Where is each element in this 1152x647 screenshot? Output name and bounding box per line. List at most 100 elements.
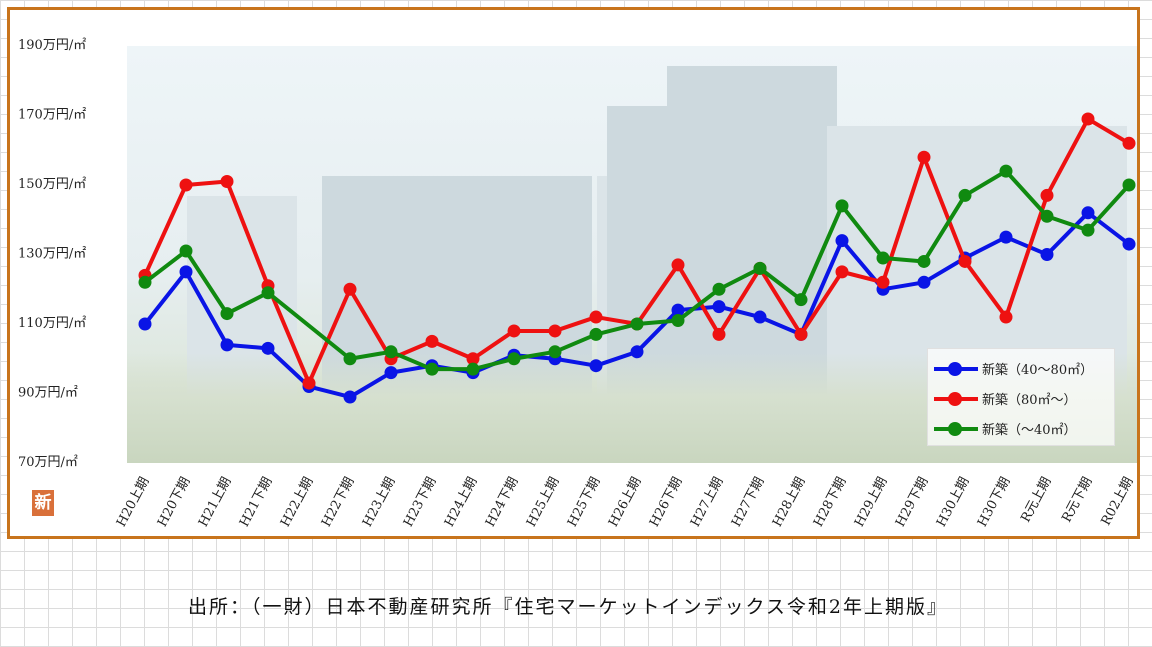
data-point bbox=[220, 307, 234, 321]
data-point bbox=[794, 327, 808, 341]
data-point bbox=[917, 254, 931, 268]
data-point bbox=[1122, 237, 1136, 251]
legend-marker bbox=[948, 392, 962, 406]
x-tick-label: R元上期 bbox=[1018, 475, 1054, 525]
legend-label: 新築（80㎡～） bbox=[982, 393, 1077, 408]
x-tick-label: H28下期 bbox=[811, 475, 850, 530]
data-point bbox=[794, 293, 808, 307]
data-point bbox=[1081, 223, 1095, 237]
data-point bbox=[1122, 136, 1136, 150]
x-tick-label: H23下期 bbox=[401, 475, 440, 530]
data-point bbox=[343, 352, 357, 366]
legend-item: 新築（40～80㎡） bbox=[934, 357, 1114, 379]
data-point bbox=[425, 362, 439, 376]
y-tick-label: 90万円/㎡ bbox=[18, 386, 78, 401]
data-point bbox=[138, 275, 152, 289]
legend-item: 新築（～40㎡） bbox=[934, 417, 1114, 439]
x-tick-label: H30上期 bbox=[934, 475, 973, 530]
x-tick-label: H25下期 bbox=[565, 475, 604, 530]
legend-label: 新築（～40㎡） bbox=[982, 423, 1077, 438]
data-point bbox=[835, 234, 849, 248]
data-point bbox=[630, 317, 644, 331]
data-point bbox=[876, 251, 890, 265]
x-tick-label: R02上期 bbox=[1099, 475, 1137, 528]
data-point bbox=[671, 303, 685, 317]
x-tick-label: H20下期 bbox=[155, 475, 194, 530]
data-point bbox=[507, 352, 521, 366]
data-point bbox=[958, 254, 972, 268]
legend: 新築（40～80㎡） 新築（80㎡～） 新築（～40㎡） bbox=[927, 348, 1115, 446]
data-point bbox=[1040, 248, 1054, 261]
data-point bbox=[999, 310, 1013, 324]
data-point bbox=[220, 338, 234, 352]
data-point bbox=[671, 258, 685, 272]
data-point bbox=[999, 164, 1013, 178]
data-point bbox=[179, 265, 193, 279]
data-point bbox=[261, 341, 275, 355]
data-point bbox=[753, 310, 767, 324]
x-tick-label: H24上期 bbox=[442, 475, 481, 530]
plot-background-photo bbox=[127, 46, 1137, 463]
data-point bbox=[835, 265, 849, 279]
data-point bbox=[835, 199, 849, 213]
data-point bbox=[302, 376, 316, 390]
data-point bbox=[589, 359, 603, 373]
series-line-3 bbox=[143, 169, 1131, 372]
shin-badge: 新 bbox=[32, 490, 54, 516]
data-point bbox=[753, 261, 767, 275]
chart-frame: 70万円/㎡ 90万円/㎡ 110万円/㎡ 130万円/㎡ 150万円/㎡ 170万円/㎡… bbox=[7, 7, 1140, 539]
data-point bbox=[548, 324, 562, 338]
data-point bbox=[712, 282, 726, 296]
data-point bbox=[179, 178, 193, 192]
x-tick-label: H29下期 bbox=[893, 475, 932, 530]
data-point bbox=[589, 310, 603, 324]
x-tick-label: H25上期 bbox=[524, 475, 563, 530]
legend-marker bbox=[948, 362, 962, 376]
data-point bbox=[1122, 178, 1136, 192]
x-tick-label: H26下期 bbox=[647, 475, 686, 530]
x-tick-label: H24下期 bbox=[483, 475, 522, 530]
line-chart: 70万円/㎡ 90万円/㎡ 110万円/㎡ 130万円/㎡ 150万円/㎡ 170万円/㎡… bbox=[18, 38, 1137, 530]
data-point bbox=[343, 282, 357, 296]
x-tick-label: R元下期 bbox=[1059, 475, 1095, 525]
y-tick-label: 110万円/㎡ bbox=[18, 316, 86, 331]
data-point bbox=[548, 345, 562, 359]
data-point bbox=[630, 345, 644, 359]
data-point bbox=[343, 390, 357, 404]
data-point bbox=[958, 188, 972, 202]
data-point bbox=[917, 150, 931, 164]
source-note: 出所：（一財）日本不動産研究所『住宅マーケットインデックス令和2年上期版』 bbox=[188, 596, 949, 618]
data-point bbox=[179, 244, 193, 258]
data-point bbox=[1040, 209, 1054, 223]
legend-marker bbox=[948, 422, 962, 436]
x-tick-label: H23上期 bbox=[360, 475, 399, 530]
x-tick-label: H22上期 bbox=[278, 475, 317, 530]
y-tick-label: 130万円/㎡ bbox=[18, 247, 86, 262]
data-point bbox=[466, 352, 480, 366]
x-tick-label: H20上期 bbox=[114, 475, 153, 530]
data-point bbox=[712, 300, 726, 314]
data-point bbox=[712, 327, 726, 341]
x-tick-label: H28上期 bbox=[770, 475, 809, 530]
data-point bbox=[425, 334, 439, 348]
data-point bbox=[1040, 188, 1054, 202]
y-tick-label: 70万円/㎡ bbox=[18, 455, 78, 470]
x-tick-label: H29上期 bbox=[852, 475, 891, 530]
y-tick-label: 170万円/㎡ bbox=[18, 108, 86, 123]
data-point bbox=[671, 314, 685, 328]
legend-item: 新築（80㎡～） bbox=[934, 387, 1114, 409]
x-tick-label: H30下期 bbox=[975, 475, 1014, 530]
data-point bbox=[466, 362, 480, 376]
x-tick-label: H26上期 bbox=[606, 475, 645, 530]
x-tick-label: H27下期 bbox=[729, 475, 768, 530]
data-point bbox=[261, 286, 275, 300]
legend-label: 新築（40～80㎡） bbox=[982, 363, 1094, 378]
data-point bbox=[999, 230, 1013, 244]
x-tick-label: H21上期 bbox=[196, 475, 235, 530]
y-tick-label: 190万円/㎡ bbox=[18, 38, 86, 53]
data-point bbox=[384, 366, 398, 380]
data-point bbox=[1081, 206, 1095, 220]
data-point bbox=[220, 175, 234, 189]
data-point bbox=[917, 275, 931, 289]
data-point bbox=[507, 324, 521, 338]
